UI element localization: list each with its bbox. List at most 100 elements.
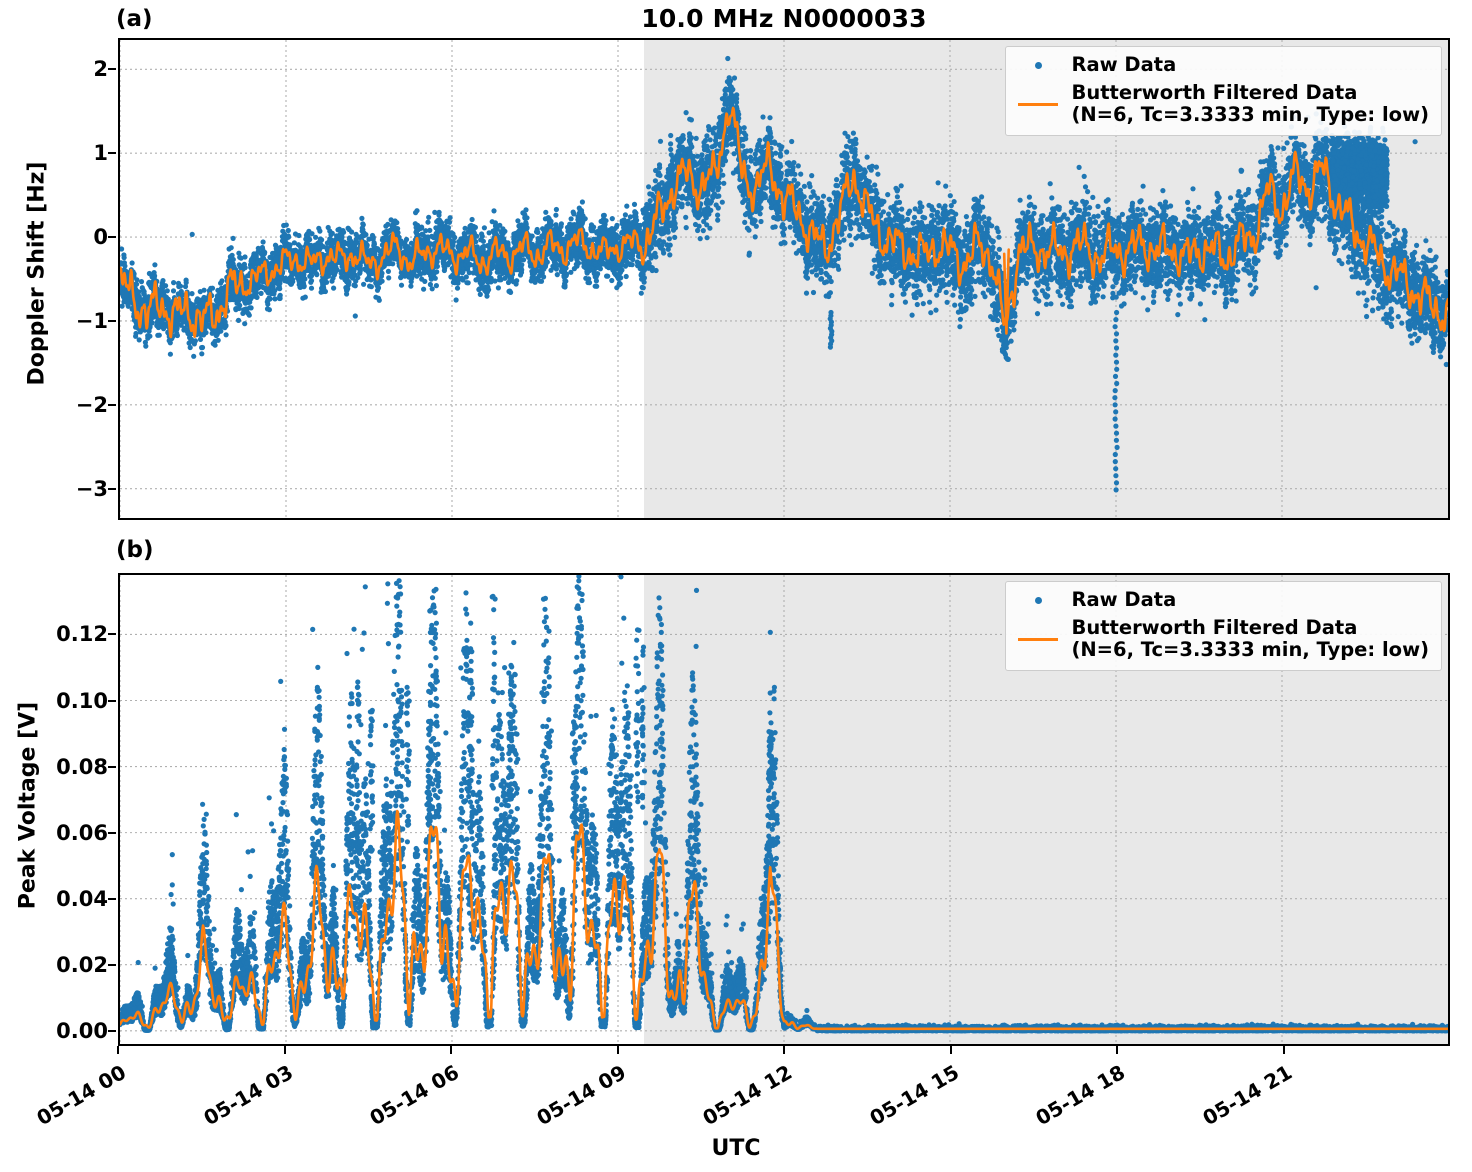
raw-data-point xyxy=(1387,220,1393,226)
raw-data-point xyxy=(1127,283,1133,289)
raw-data-point xyxy=(683,225,689,231)
raw-data-point xyxy=(1137,199,1143,205)
raw-data-point xyxy=(308,285,315,291)
raw-data-point xyxy=(1160,188,1166,194)
raw-data-point xyxy=(667,252,673,258)
raw-data-point xyxy=(697,236,703,242)
raw-data-point xyxy=(359,215,365,221)
raw-data-point xyxy=(1236,189,1242,195)
raw-data-point xyxy=(758,218,764,225)
raw-data-point xyxy=(820,193,827,199)
raw-data-point xyxy=(553,206,559,213)
raw-data-point xyxy=(1430,349,1436,355)
raw-data-point xyxy=(943,183,949,189)
raw-data-point xyxy=(486,230,492,236)
raw-data-point xyxy=(1361,290,1367,296)
raw-data-point xyxy=(1091,214,1097,220)
raw-data-point xyxy=(1094,292,1100,298)
raw-data-point xyxy=(1327,236,1333,243)
raw-data-point xyxy=(910,220,916,226)
raw-data-point xyxy=(894,194,901,200)
raw-data-point xyxy=(120,246,125,252)
raw-data-point xyxy=(386,275,392,281)
raw-data-point xyxy=(1205,282,1211,288)
raw-data-point xyxy=(1355,290,1361,296)
raw-data-point xyxy=(753,223,759,229)
raw-data-point xyxy=(902,299,909,305)
raw-data-point xyxy=(683,214,689,220)
raw-data-point xyxy=(1264,216,1270,222)
raw-data-point xyxy=(477,291,483,297)
raw-data-point xyxy=(1095,203,1101,209)
raw-data-point xyxy=(693,135,699,141)
raw-data-point xyxy=(617,281,623,287)
raw-data-point xyxy=(683,110,689,116)
raw-data-point xyxy=(1423,238,1429,244)
raw-data-point xyxy=(1100,294,1106,300)
raw-data-point xyxy=(920,301,926,307)
raw-data-point xyxy=(568,216,574,222)
raw-data-point xyxy=(1047,181,1053,187)
raw-data-point xyxy=(1290,209,1296,215)
raw-data-point xyxy=(1370,307,1376,313)
raw-data-point xyxy=(712,143,718,149)
raw-data-point xyxy=(911,214,918,220)
raw-data-point xyxy=(1034,311,1041,317)
raw-data-point xyxy=(223,332,229,338)
raw-data-point xyxy=(1190,186,1196,192)
raw-data-point xyxy=(809,173,815,179)
raw-data-point xyxy=(848,242,855,248)
raw-data-point xyxy=(361,281,367,287)
raw-data-point xyxy=(791,240,797,246)
raw-data-point xyxy=(793,250,800,256)
raw-data-point xyxy=(927,299,933,305)
raw-data-point xyxy=(934,292,940,298)
raw-data-point xyxy=(773,150,779,156)
raw-data-point xyxy=(242,254,248,260)
raw-data-point xyxy=(952,302,958,308)
raw-data-point xyxy=(622,212,628,218)
page-title: 10.0 MHz N0000033 xyxy=(118,4,1450,33)
raw-data-point xyxy=(1145,307,1151,313)
raw-data-point xyxy=(1348,266,1354,272)
raw-data-point xyxy=(433,283,439,289)
raw-data-point xyxy=(752,234,758,240)
raw-data-point xyxy=(957,324,963,330)
raw-data-point xyxy=(699,152,705,158)
raw-data-point xyxy=(760,114,766,120)
raw-data-point xyxy=(242,321,248,327)
raw-data-point xyxy=(889,292,895,299)
raw-data-point xyxy=(995,254,1002,260)
raw-data-point xyxy=(957,316,964,322)
raw-data-point xyxy=(885,192,891,198)
panel-b-tag: (b) xyxy=(116,537,154,563)
raw-data-point xyxy=(896,199,903,205)
raw-data-point xyxy=(899,206,905,212)
raw-data-point xyxy=(129,260,135,266)
raw-data-point xyxy=(1068,304,1075,310)
raw-data-point xyxy=(1177,301,1183,307)
raw-data-point xyxy=(432,209,438,215)
panel-a-axes: Raw Data Butterworth Filtered Data (N=6,… xyxy=(118,38,1450,520)
raw-data-point xyxy=(715,212,721,218)
raw-data-point xyxy=(848,226,854,232)
raw-data-point xyxy=(1284,140,1290,146)
raw-data-point xyxy=(1043,301,1050,307)
raw-data-point xyxy=(191,353,197,359)
raw-data-point xyxy=(283,222,289,228)
raw-data-point xyxy=(850,130,857,136)
raw-data-point xyxy=(789,138,795,145)
raw-data-point xyxy=(495,285,501,291)
panel-a-tag: (a) xyxy=(116,6,153,32)
raw-data-point xyxy=(1140,295,1146,301)
raw-data-point xyxy=(1081,173,1087,179)
raw-data-point xyxy=(914,301,920,308)
raw-data-point xyxy=(579,199,585,205)
raw-data-point xyxy=(1409,340,1415,346)
raw-data-point xyxy=(795,163,801,169)
raw-data-point xyxy=(886,211,892,217)
raw-data-point xyxy=(889,302,895,308)
raw-data-point xyxy=(1017,197,1023,203)
raw-data-point xyxy=(979,194,985,200)
